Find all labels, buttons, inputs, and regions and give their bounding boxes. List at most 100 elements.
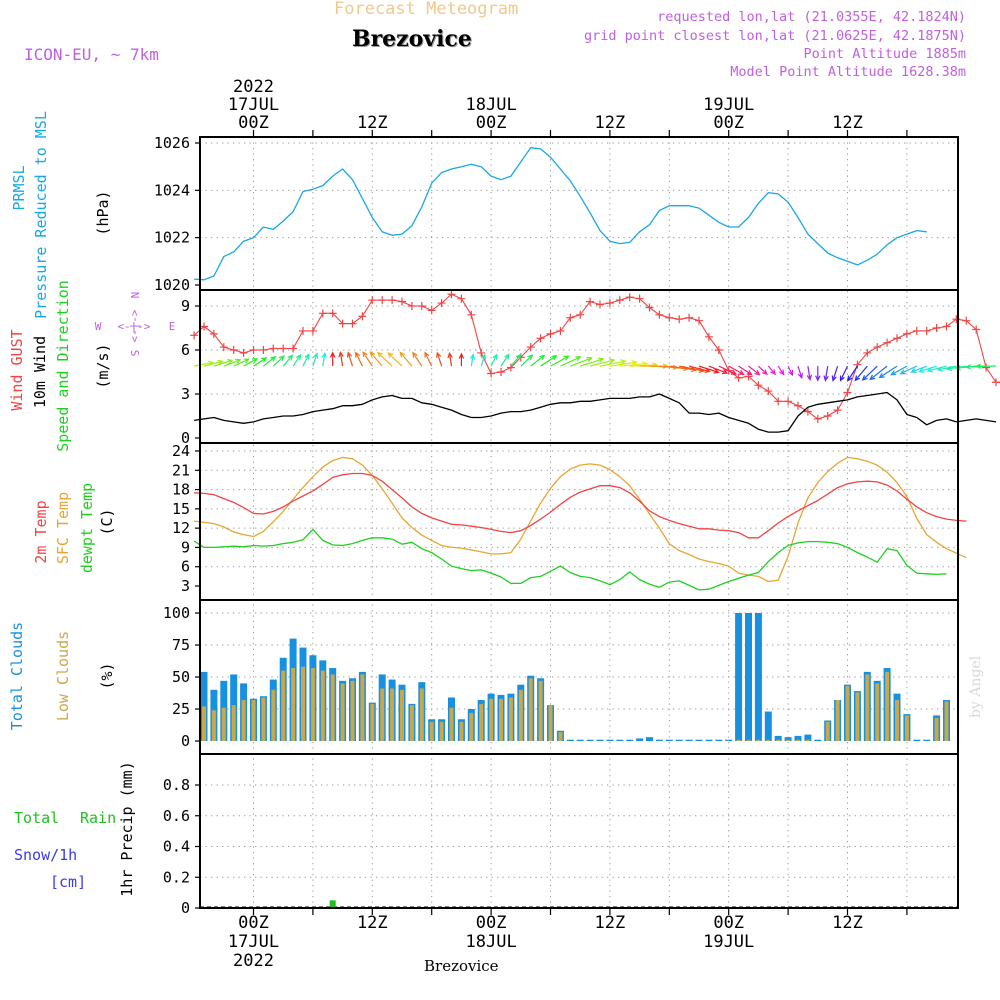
low-clouds-bar: [885, 671, 890, 741]
wind-direction-arrow: [688, 365, 710, 372]
y-tick-label: 75: [172, 636, 190, 654]
wind-direction-arrowhead: [746, 369, 753, 376]
low-clouds-bar: [796, 739, 800, 741]
wind-direction-arrow: [698, 365, 719, 373]
wind-direction-arrowhead: [662, 363, 669, 369]
wind-direction-arrow: [272, 355, 285, 367]
total-clouds-bar: [715, 739, 723, 741]
wind-direction-arrow: [580, 358, 604, 367]
wind-gust-point: [675, 315, 684, 324]
wind-gust-point: [912, 326, 921, 335]
low-clouds-bar: [766, 739, 771, 741]
wind-direction-arrowhead: [788, 369, 793, 377]
y-tick-label: 15: [172, 500, 190, 518]
wind-dir-label: Speed and Direction: [54, 280, 72, 452]
wind-direction-arrowhead: [504, 353, 510, 360]
wind-direction-arrowhead: [598, 357, 605, 363]
wind-gust-point: [467, 310, 476, 319]
wind-direction-arrowhead: [620, 359, 627, 365]
wind-direction-arrowhead: [797, 372, 803, 380]
wind-direction-arrowhead: [412, 351, 418, 358]
low-clouds-bar: [558, 732, 563, 741]
wind-direction-arrow: [777, 365, 785, 375]
low-clouds-bar: [251, 700, 256, 741]
wind-gust-point: [754, 381, 763, 390]
wind-gust-point: [378, 296, 387, 305]
wind-direction-arrowhead: [329, 351, 336, 358]
precip-axis-label: 1hr Precip (mm): [118, 761, 136, 896]
wind-direction-arrow: [919, 365, 937, 373]
wind-direction-arrowhead: [551, 355, 558, 361]
wind-direction-arrow: [854, 365, 868, 381]
wind-direction-arrow: [480, 354, 486, 367]
wind-direction-arrowhead: [917, 367, 925, 373]
y-tick-label: 6: [181, 558, 190, 576]
wind-direction-arrowhead: [945, 365, 952, 372]
y-tick-label: 12: [172, 519, 190, 537]
low-clouds-bar: [776, 739, 781, 741]
wind-direction-arrow: [424, 352, 433, 367]
year-label-bottom: 2022: [233, 951, 274, 971]
wind-direction-arrowhead: [831, 375, 837, 382]
rain-bar: [329, 900, 336, 908]
wind-direction-arrowhead: [321, 351, 327, 359]
wind-direction-arrowhead: [823, 375, 829, 382]
low-clouds-bar: [786, 739, 791, 741]
wind-direction-arrowhead: [926, 367, 933, 373]
wind-direction-arrow: [807, 366, 811, 380]
wind-direction-arrowhead: [261, 357, 268, 363]
total-clouds-bar: [576, 739, 584, 741]
wind-direction-arrow: [213, 359, 233, 367]
y-tick-label: 100: [163, 604, 190, 622]
wind-gust-point: [972, 325, 981, 334]
total-clouds-bar: [665, 739, 673, 741]
panel-frame: [199, 289, 959, 444]
wind-direction-arrowhead: [376, 351, 383, 358]
wind-gust-point: [714, 346, 723, 354]
wind-direction-arrow: [911, 365, 927, 373]
dewpt-label: dewpt Temp: [78, 483, 96, 573]
wind-direction-arrow: [570, 357, 592, 367]
wind-direction-arrowhead: [278, 355, 285, 362]
wind-direction-arrow: [748, 365, 760, 376]
y-tick-label: 9: [181, 297, 190, 315]
wind-direction-arrowhead: [713, 368, 720, 374]
wind-gust-point: [417, 302, 426, 310]
y-tick-label: 6: [181, 341, 190, 359]
wind-direction-arrowhead: [854, 375, 861, 382]
wind-direction-arrow: [436, 352, 443, 367]
low-clouds-bar: [310, 668, 315, 741]
y-tick-label: 1022: [154, 229, 190, 247]
low-clouds-bar: [934, 717, 939, 741]
total-clouds-bar: [586, 739, 594, 741]
total-clouds-bar: [784, 737, 792, 741]
wind-direction-arrow: [839, 365, 849, 381]
wind-gust-point: [556, 326, 565, 335]
wind-direction-arrowhead: [338, 351, 344, 358]
pressure-unit: (hPa): [94, 190, 112, 235]
year-label-top: 2022: [233, 77, 274, 97]
wind-direction-arrowhead: [761, 369, 768, 376]
wind-direction-arrow: [530, 355, 545, 367]
wind-direction-arrowhead: [738, 369, 745, 375]
wind-direction-arrowhead: [312, 352, 319, 359]
wind-direction-arrow: [757, 365, 768, 375]
wind-gust-point: [902, 329, 911, 338]
sfc-temp-series-line: [194, 456, 967, 583]
x-hour-label-bottom: 12Z: [595, 913, 626, 933]
wind-gust-point: [536, 334, 545, 343]
wind-direction-arrowhead: [964, 364, 972, 370]
wind-direction-arrow: [619, 362, 647, 367]
wind-direction-arrow: [500, 354, 510, 367]
wind-direction-arrowhead: [861, 375, 868, 381]
wind-direction-arrow: [339, 352, 344, 367]
wind-gust-point: [764, 387, 773, 396]
wind-gust-point: [655, 310, 664, 319]
wind-gust-point: [308, 326, 317, 335]
wind-gust-point: [922, 326, 931, 335]
wind-direction-arrow: [193, 361, 214, 367]
wind-direction-arrow: [629, 364, 658, 367]
low-clouds-bar: [291, 668, 296, 741]
low-clouds-bar: [895, 700, 899, 741]
low-clouds-bar: [429, 721, 434, 741]
